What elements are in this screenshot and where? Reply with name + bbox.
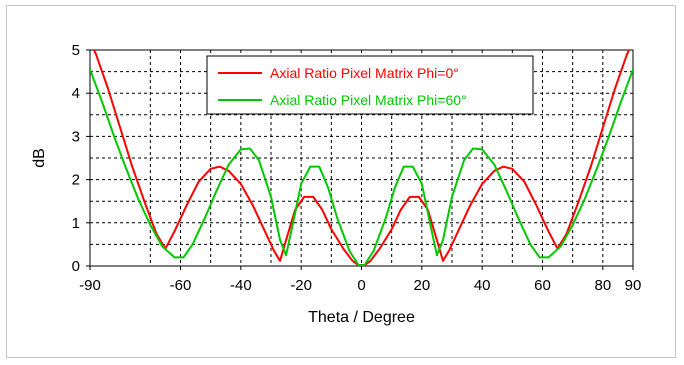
x-tick-label: 60 xyxy=(534,277,551,294)
x-tick-label: 0 xyxy=(357,277,365,294)
y-tick-label: 1 xyxy=(72,215,80,232)
y-tick-label: 4 xyxy=(72,85,80,102)
y-tick-label: 0 xyxy=(72,258,80,275)
x-tick-label: 40 xyxy=(474,277,491,294)
x-tick-label: -60 xyxy=(170,277,192,294)
y-axis-label: dB xyxy=(31,148,48,168)
x-tick-label: 80 xyxy=(594,277,611,294)
y-tick-label: 5 xyxy=(72,42,80,59)
x-tick-label: -90 xyxy=(79,277,101,294)
y-tick-label: 2 xyxy=(72,172,80,189)
legend: Axial Ratio Pixel Matrix Phi=0° Axial Rat… xyxy=(206,55,534,115)
x-axis-label: Theta / Degree xyxy=(308,309,415,326)
x-tick-label: 90 xyxy=(625,277,642,294)
legend-box xyxy=(206,55,534,115)
legend-label: Axial Ratio Pixel Matrix Phi=60° xyxy=(270,92,467,108)
x-tick-label: 20 xyxy=(413,277,430,294)
series-line-phi-60 xyxy=(90,69,633,266)
x-tick-label: -20 xyxy=(290,277,312,294)
tick-labels: -90 -60 -40 -20 0 20 40 60 80 90 0 1 2 3 4 5 xyxy=(72,42,642,294)
series-layer xyxy=(90,50,633,266)
y-tick-label: 3 xyxy=(72,128,80,145)
legend-label: Axial Ratio Pixel Matrix Phi=0° xyxy=(270,65,459,81)
x-tick-label: -40 xyxy=(230,277,252,294)
